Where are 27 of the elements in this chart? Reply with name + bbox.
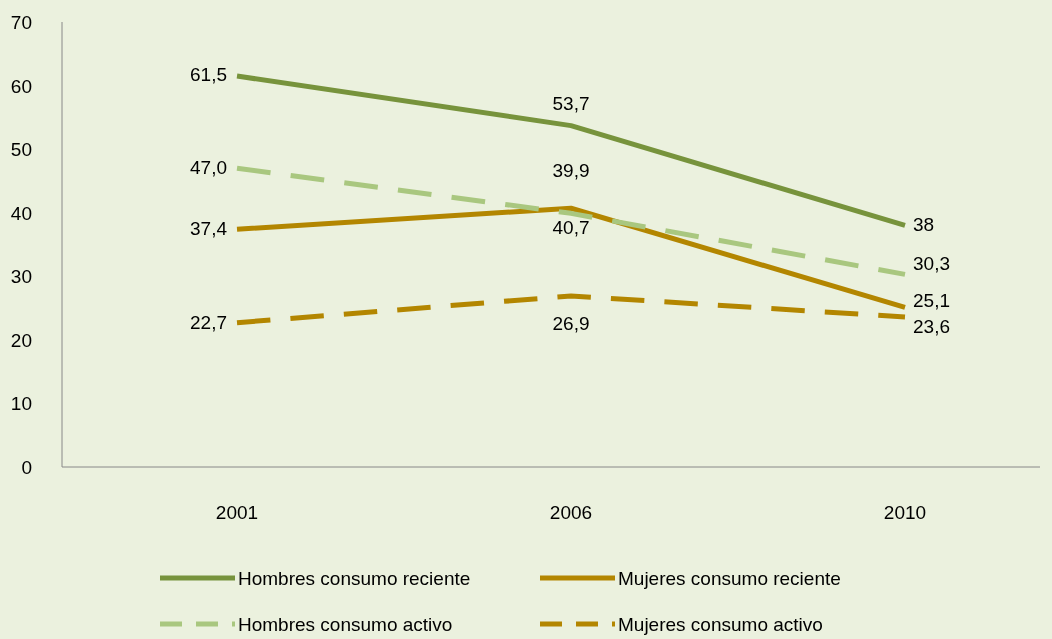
data-label: 47,0: [190, 157, 227, 179]
y-tick-label: 20: [10, 329, 32, 351]
y-tick-label: 60: [10, 75, 32, 97]
x-tick-label: 2006: [549, 502, 593, 523]
x-tick-label: 2010: [883, 502, 927, 523]
data-label: 40,7: [552, 217, 590, 239]
y-tick-label: 0: [21, 457, 32, 478]
data-label: 22,7: [190, 311, 227, 333]
data-label: 30,3: [913, 253, 950, 275]
data-label: 61,5: [190, 64, 227, 86]
x-tick-label: 2001: [215, 502, 259, 523]
data-label: 53,7: [552, 92, 590, 114]
data-label: 23,6: [913, 315, 950, 337]
legend-label: Hombres consumo activo: [238, 614, 453, 635]
data-label: 26,9: [552, 312, 590, 334]
data-label: 25,1: [913, 290, 950, 312]
y-tick-label: 40: [10, 202, 32, 224]
data-label: 39,9: [552, 160, 590, 182]
y-tick-label: 50: [10, 139, 32, 161]
data-label: 37,4: [190, 218, 228, 240]
data-label: 38: [913, 214, 935, 236]
y-tick-label: 70: [10, 12, 32, 33]
y-tick-label: 30: [10, 266, 32, 288]
legend-label: Mujeres consumo reciente: [618, 568, 841, 589]
legend-label: Mujeres consumo activo: [618, 614, 823, 635]
legend-label: Hombres consumo reciente: [238, 568, 471, 589]
y-tick-label: 10: [10, 393, 32, 415]
